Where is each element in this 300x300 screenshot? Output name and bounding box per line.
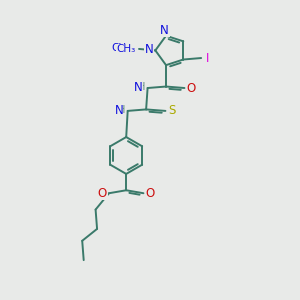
Text: N: N (144, 43, 153, 56)
Text: N: N (160, 24, 169, 37)
Text: O: O (98, 187, 107, 200)
Text: H: H (118, 105, 125, 115)
Text: CH₃: CH₃ (116, 44, 135, 54)
Text: CH₃: CH₃ (111, 44, 131, 53)
Text: H: H (138, 82, 145, 92)
Text: N: N (134, 81, 143, 94)
Text: I: I (206, 52, 209, 64)
Text: N: N (114, 104, 123, 117)
Text: O: O (146, 187, 154, 200)
Text: S: S (168, 104, 176, 117)
Text: O: O (186, 82, 196, 94)
